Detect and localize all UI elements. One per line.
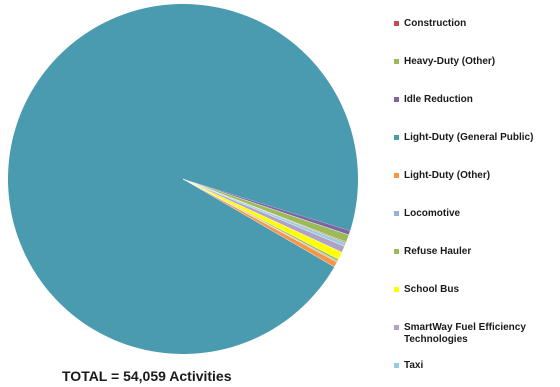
legend-label: Light-Duty (General Public) [404,132,533,143]
legend-label: Technologies [404,334,468,345]
legend-label: Light-Duty (Other) [404,170,490,181]
legend-label: Construction [404,18,466,29]
legend-swatch [394,249,399,254]
legend-label: SmartWay Fuel Efficiency [404,322,526,333]
legend-swatch [394,325,399,330]
total-activities-label: TOTAL = 54,059 Activities [62,368,232,384]
legend-swatch [394,59,399,64]
legend-swatch [394,363,399,368]
legend: Construction Heavy-Duty (Other) Idle Reduc… [394,18,533,371]
legend-swatch [394,97,399,102]
legend-swatch [394,21,399,26]
legend-label: Locomotive [404,208,461,219]
legend-label: Heavy-Duty (Other) [404,56,495,67]
pie-slices [7,4,358,355]
legend-label: Taxi [404,360,423,371]
legend-swatch [394,287,399,292]
pie-slice-idle-reduction [182,178,351,236]
legend-swatch [394,135,399,140]
legend-label: Refuse Hauler [404,246,471,257]
legend-swatch [394,211,399,216]
pie-slice-taxi [182,178,347,247]
legend-label: Idle Reduction [404,94,473,105]
legend-swatch [394,173,399,178]
legend-label: School Bus [404,284,459,295]
